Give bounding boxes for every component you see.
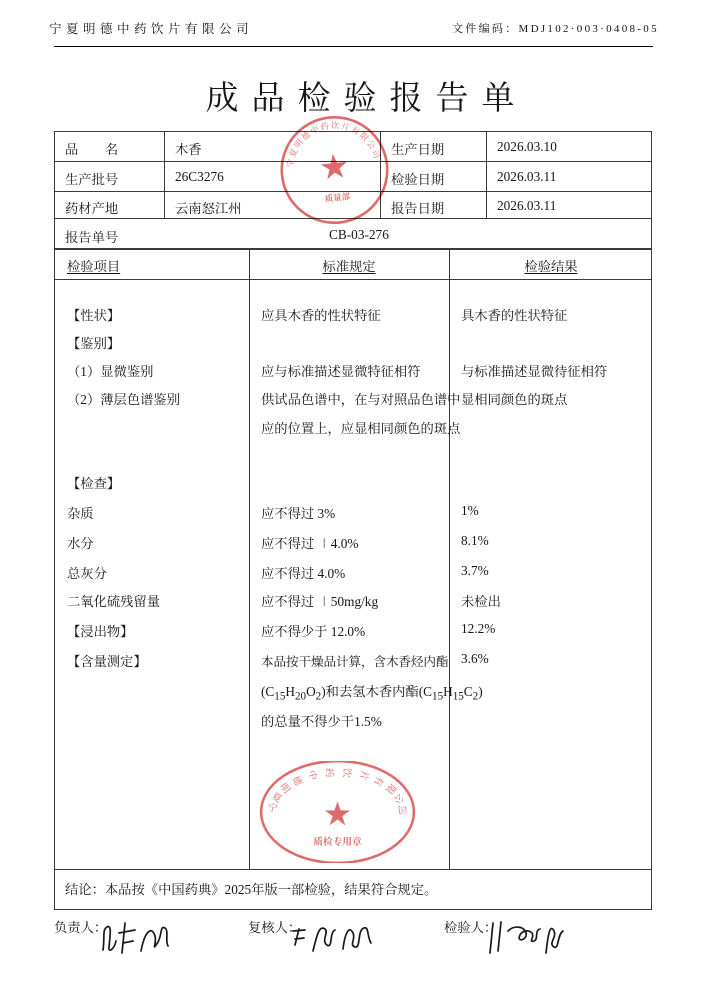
svg-text:德: 德 — [290, 774, 305, 788]
svg-text:公: 公 — [365, 139, 377, 151]
svg-text:中: 中 — [309, 124, 321, 137]
svg-text:片: 片 — [357, 769, 371, 782]
svg-text:有: 有 — [371, 774, 386, 788]
svg-text:夏: 夏 — [288, 147, 299, 158]
svg-text:质量部: 质量部 — [324, 191, 351, 204]
svg-text:饮: 饮 — [331, 120, 339, 130]
svg-text:中: 中 — [305, 769, 319, 781]
svg-text:宁: 宁 — [285, 158, 296, 168]
svg-text:药: 药 — [323, 767, 336, 778]
svg-text:司: 司 — [370, 149, 381, 160]
svg-text:药: 药 — [319, 121, 329, 133]
svg-text:司: 司 — [397, 802, 408, 814]
svg-text:片: 片 — [340, 121, 350, 133]
svg-text:质检专用章: 质检专用章 — [313, 836, 362, 848]
svg-text:饮: 饮 — [340, 767, 353, 778]
